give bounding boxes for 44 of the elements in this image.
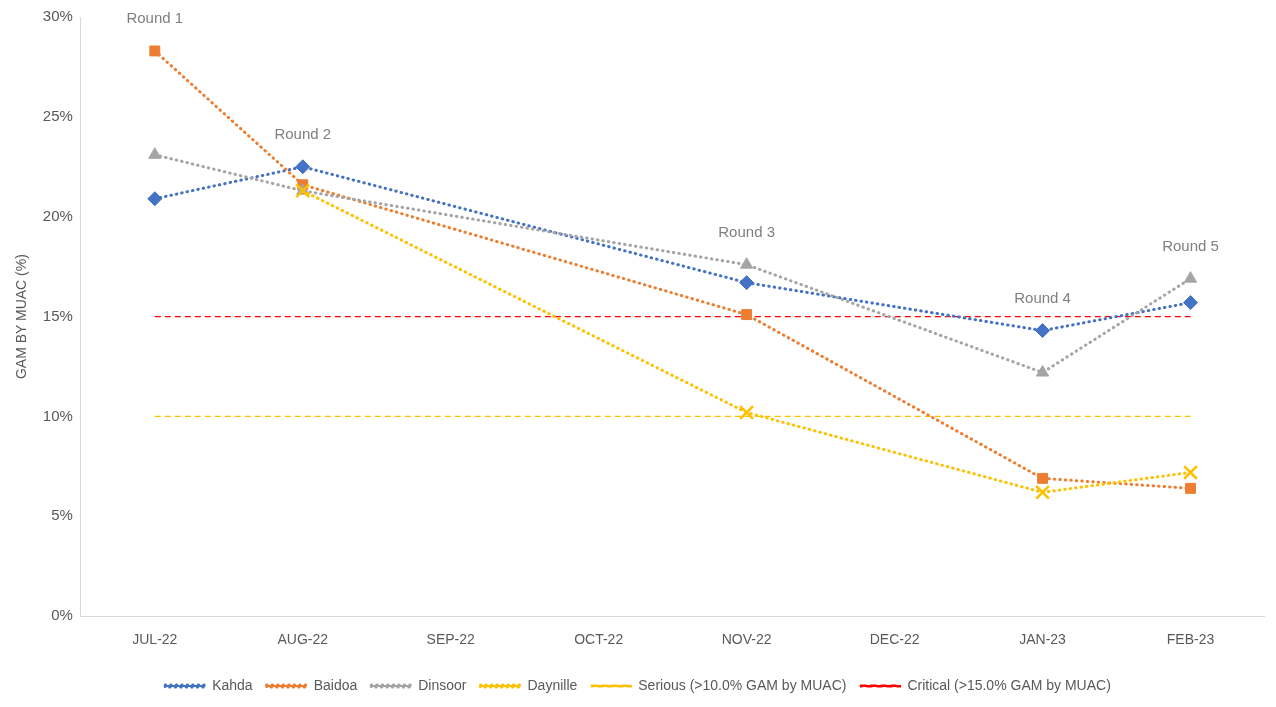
legend-label: Baidoa	[313, 676, 358, 693]
legend-label: Kahda	[212, 676, 253, 693]
y-tick-label: 30%	[42, 7, 73, 25]
point	[739, 275, 755, 291]
point	[739, 404, 755, 421]
point	[740, 257, 754, 269]
legend-label: Daynille	[527, 676, 578, 693]
point	[1183, 295, 1199, 311]
x-tick-label: OCT-22	[574, 631, 624, 648]
legend-label: Critical (>15.0% GAM by MUAC)	[907, 676, 1111, 693]
annotation: Round 2	[274, 124, 332, 142]
point	[1036, 365, 1050, 377]
point	[1034, 484, 1051, 500]
x-tick-label: NOV-22	[721, 631, 772, 648]
point	[147, 191, 163, 207]
point	[1035, 323, 1051, 339]
x-tick-label: DEC-22	[869, 631, 920, 648]
y-tick-label: 10%	[42, 406, 73, 424]
point	[295, 159, 311, 175]
y-tick-label: 0%	[51, 606, 73, 624]
x-tick-label: FEB-23	[1166, 631, 1215, 648]
x-tick-label: AUG-22	[277, 631, 329, 648]
point	[1185, 482, 1196, 494]
legend-label: Serious (>10.0% GAM by MUAC)	[638, 676, 847, 693]
x-tick-label: SEP-22	[426, 631, 476, 648]
x-tick-label: JAN-23	[1019, 631, 1067, 648]
point	[1182, 464, 1199, 481]
annotation: Round 3	[718, 222, 775, 240]
y-tick-label: 25%	[42, 107, 73, 125]
legend-label: Dinsoor	[418, 676, 467, 693]
annotation: Round 1	[126, 9, 184, 27]
point	[741, 309, 753, 321]
point	[148, 147, 162, 159]
point	[1037, 472, 1049, 484]
y-tick-label: 20%	[42, 206, 73, 224]
point	[149, 45, 161, 57]
y-tick-label: 5%	[51, 506, 73, 524]
annotation: Round 4	[1014, 288, 1071, 306]
point	[295, 183, 311, 199]
x-tick-label: JUL-22	[132, 631, 178, 648]
y-axis-title: GAM BY MUAC (%)	[13, 254, 30, 380]
y-tick-label: 15%	[42, 306, 73, 324]
point	[1183, 271, 1198, 283]
annotation: Round 5	[1162, 236, 1219, 254]
